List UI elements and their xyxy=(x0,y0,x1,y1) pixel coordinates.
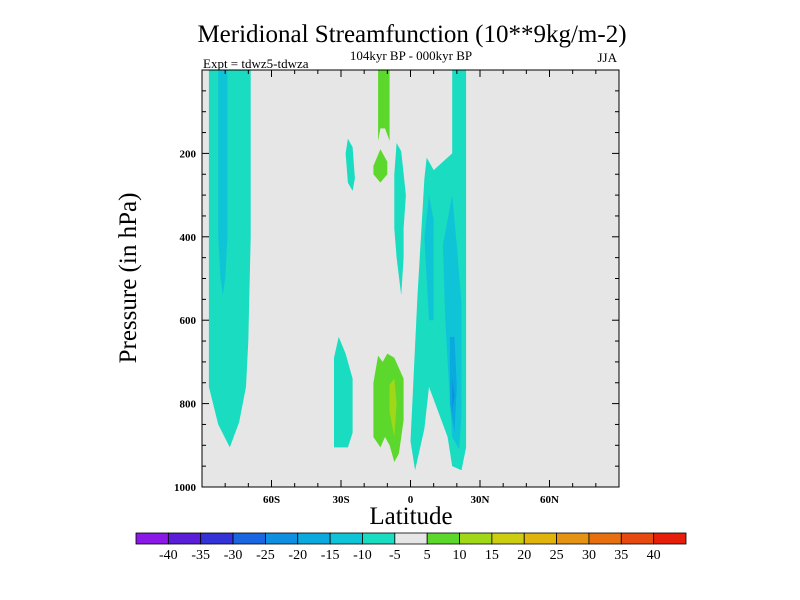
colorbar-box xyxy=(297,532,331,545)
y-axis-label: Pressure (in hPa) xyxy=(115,193,142,364)
y-tick-labels: 200 400 600 800 1000 xyxy=(174,148,197,494)
colorbar-label: 40 xyxy=(647,548,661,563)
y-tick-label: 200 xyxy=(180,148,197,160)
plot-frame xyxy=(201,69,620,488)
contour-eq-lower-green xyxy=(373,353,404,462)
colorbar-box xyxy=(394,532,428,545)
contour-nh-trop-core-b xyxy=(442,195,462,450)
contour-eq-mid-cyan xyxy=(394,143,406,296)
colorbar-box xyxy=(653,532,687,545)
colorbar-box xyxy=(426,532,460,545)
colorbar-label: -25 xyxy=(256,548,275,563)
y-tick-label: 400 xyxy=(180,232,197,244)
contour-sh-subtrop-upper xyxy=(345,138,355,191)
contour-nh-trop-core-c xyxy=(449,336,457,433)
y-tick-label: 600 xyxy=(180,315,197,327)
x-tick-label: 60N xyxy=(540,494,559,506)
y-tick-label: 800 xyxy=(180,399,197,411)
colorbar-box xyxy=(167,532,202,545)
colorbar-box xyxy=(523,532,557,545)
x-axis-label: Latitude xyxy=(369,503,452,530)
colorbar-labels: -40 -35 -30 -25 -20 -15 -10 -5 5 10 15 20 25 30 35 40 xyxy=(159,548,661,563)
contour-regions xyxy=(208,70,467,471)
colorbar-box xyxy=(556,532,590,545)
colorbar-box xyxy=(588,532,622,545)
experiment-label: Expt = tdwz5-tdwza xyxy=(203,56,309,71)
colorbar-label: 25 xyxy=(550,548,564,563)
contour-nh-trop-core-a xyxy=(424,195,434,321)
chart-subtitle: 104kyr BP - 000kyr BP xyxy=(350,48,472,63)
colorbar-box xyxy=(135,532,169,545)
colorbar-box xyxy=(232,532,266,545)
colorbar-box xyxy=(459,532,493,545)
contour-sh-high-lat-core xyxy=(218,70,228,296)
plot-background xyxy=(202,70,619,487)
colorbar-box xyxy=(265,532,299,545)
colorbar-label: -5 xyxy=(389,548,401,563)
colorbar-label: -20 xyxy=(288,548,307,563)
colorbar-label: -15 xyxy=(321,548,340,563)
contour-eq-mid-green xyxy=(373,149,388,183)
season-label: JJA xyxy=(597,50,617,65)
colorbar-label: 10 xyxy=(453,548,467,563)
contour-eq-lower-yellow xyxy=(389,378,397,437)
colorbar-box xyxy=(200,532,234,545)
colorbar-label: 15 xyxy=(485,548,499,563)
colorbar-label: 35 xyxy=(614,548,628,563)
colorbar-label: -10 xyxy=(353,548,372,563)
x-tick-label: 30N xyxy=(471,494,490,506)
colorbar xyxy=(135,532,687,545)
colorbar-label: -35 xyxy=(191,548,210,563)
colorbar-label: -30 xyxy=(224,548,243,563)
contour-eq-upper-green xyxy=(378,70,390,141)
contour-sh-high-lat-neg xyxy=(208,70,251,448)
colorbar-box xyxy=(620,532,655,545)
colorbar-label: 5 xyxy=(424,548,431,563)
x-tick-label: 60S xyxy=(263,494,280,506)
contour-nh-trop-core-d xyxy=(452,378,455,412)
colorbar-box xyxy=(491,532,525,545)
chart-title: Meridional Streamfunction (10**9kg/m-2) xyxy=(197,21,626,48)
x-tick-labels: 60S 30S 0 30N 60N xyxy=(263,494,559,506)
colorbar-box xyxy=(362,532,396,545)
x-tick-label: 30S xyxy=(332,494,349,506)
colorbar-label: -40 xyxy=(159,548,178,563)
contour-sh-subtrop-lower xyxy=(334,336,353,448)
colorbar-label: 30 xyxy=(582,548,596,563)
colorbar-box xyxy=(329,532,363,545)
colorbar-label: 20 xyxy=(517,548,531,563)
x-tick-label: 0 xyxy=(408,494,414,506)
y-tick-label: 1000 xyxy=(174,482,197,494)
